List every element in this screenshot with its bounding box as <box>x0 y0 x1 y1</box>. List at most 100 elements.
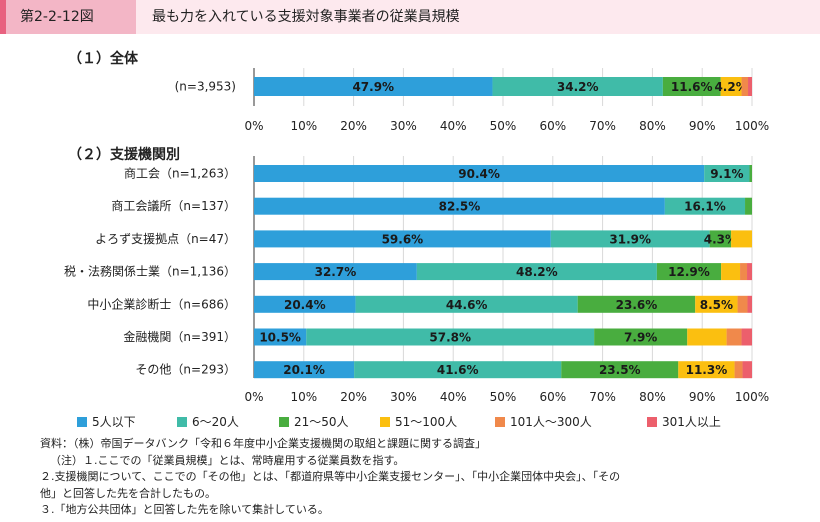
overall-tick-label: 70% <box>589 119 616 133</box>
overall-bar-segment <box>662 77 721 96</box>
legend-swatch <box>279 417 289 427</box>
overall-tick-label: 90% <box>689 119 716 133</box>
overall-data-label: 47.9% <box>352 80 394 94</box>
agency-data-label: 32.7% <box>315 265 357 279</box>
agency-bar-segment <box>747 295 752 313</box>
agency-data-label: 23.6% <box>616 298 658 312</box>
overall-tick-label: 30% <box>390 119 417 133</box>
legend-label: 5人以下 <box>92 415 136 429</box>
legend-swatch <box>77 417 87 427</box>
agency-bar-segment <box>254 197 665 215</box>
agency-data-label: 31.9% <box>609 232 651 246</box>
agency-tick-label: 90% <box>689 390 716 404</box>
section-title-overall: （１）全体 <box>68 51 138 67</box>
agency-data-label: 16.1% <box>684 200 726 214</box>
agency-bar-segment <box>254 361 355 379</box>
agency-bar-segment <box>687 328 727 346</box>
agency-bar-segment <box>704 165 750 182</box>
agency-bar-segment <box>737 295 748 313</box>
agency-bar-segment <box>709 230 732 248</box>
agency-category-label: 商工会（n=1,263） <box>124 166 236 181</box>
agency-bar-segment <box>745 197 752 215</box>
agency-data-label: 11.3% <box>686 363 728 377</box>
agency-data-label: 12.9% <box>668 265 710 279</box>
agency-tick-label: 0% <box>244 390 263 404</box>
agency-data-label: 48.2% <box>516 265 558 279</box>
agency-data-label: 90.4% <box>458 167 500 181</box>
overall-bar-segment <box>748 77 752 96</box>
agency-bar-segment <box>749 165 752 182</box>
agency-data-label: 4.3% <box>704 232 737 246</box>
agency-bar-segment <box>695 295 738 313</box>
agency-tick-label: 60% <box>539 390 566 404</box>
agency-bar-segment <box>740 263 748 281</box>
agency-tick-label: 80% <box>639 390 666 404</box>
agency-bar-segment <box>742 361 752 379</box>
agency-bar-segment <box>254 263 417 281</box>
agency-data-label: 20.1% <box>283 363 325 377</box>
agency-category-label: 商工会議所（n=137） <box>111 198 236 213</box>
agency-tick-label: 40% <box>440 390 467 404</box>
agency-data-label: 23.5% <box>599 363 641 377</box>
agency-bar-segment <box>561 361 679 379</box>
legend-label: 21～50人 <box>294 415 349 429</box>
overall-tick-label: 60% <box>539 119 566 133</box>
legend-label: 301人以上 <box>662 415 721 429</box>
note-source: 資料：（株）帝国データバンク「令和６年度中小企業支援機関の取組と課題に関する調査… <box>40 437 487 450</box>
agency-bar-segment <box>734 361 743 379</box>
legend-swatch <box>380 417 390 427</box>
overall-bar-segment <box>254 77 493 96</box>
agency-data-label: 57.8% <box>429 331 471 345</box>
agency-bar-segment <box>254 328 307 346</box>
agency-bar-segment <box>577 295 696 313</box>
overall-bar-segment <box>720 77 742 96</box>
agency-data-label: 41.6% <box>437 363 479 377</box>
agency-tick-label: 100% <box>735 390 769 404</box>
overall-data-label: 4.2% <box>714 80 747 94</box>
legend-swatch <box>495 417 505 427</box>
agency-data-label: 8.5% <box>700 298 733 312</box>
agency-data-label: 59.6% <box>382 232 424 246</box>
overall-data-label: 11.6% <box>671 80 713 94</box>
overall-tick-label: 0% <box>244 119 263 133</box>
agency-tick-label: 70% <box>589 390 616 404</box>
agency-bar-segment <box>747 263 752 281</box>
agency-category-label: 税・法務関係士業（n=1,136） <box>64 265 236 279</box>
agency-bar-segment <box>550 230 710 248</box>
agency-bar-segment <box>678 361 735 379</box>
notes: 資料：（株）帝国データバンク「令和６年度中小企業支援機関の取組と課題に関する調査… <box>40 436 620 519</box>
legend-label: 51～100人 <box>395 415 457 429</box>
agency-category-label: よろず支援拠点（n=47） <box>95 232 236 246</box>
overall-tick-label: 20% <box>340 119 367 133</box>
figure-title: 最も力を入れている支援対象事業者の従業員規模 <box>152 9 460 25</box>
agency-bar-segment <box>254 230 551 248</box>
agency-bar-segment <box>306 328 595 346</box>
agency-bar-segment <box>416 263 657 281</box>
note-2-cont: 他」と回答した先を合計したもの。 <box>40 486 216 500</box>
note-1: （注）１.ここでの「従業員規模」とは、常時雇用する従業員数を指す。 <box>50 453 405 467</box>
legend-swatch <box>647 417 657 427</box>
overall-tick-label: 10% <box>290 119 317 133</box>
note-2: ２.支援機関について、ここでの「その他」とは、「都道府県等中小企業支援センター」… <box>40 470 621 483</box>
overall-tick-label: 40% <box>440 119 467 133</box>
agency-bar-segment <box>254 295 356 313</box>
overall-tick-label: 50% <box>490 119 517 133</box>
agency-bar-segment <box>731 230 752 248</box>
agency-data-label: 9.1% <box>710 167 743 181</box>
agency-category-label: その他（n=293） <box>135 363 236 377</box>
overall-tick-label: 80% <box>639 119 666 133</box>
agency-bar-segment <box>355 295 578 313</box>
legend-swatch <box>177 417 187 427</box>
overall-data-label: 34.2% <box>557 80 599 94</box>
agency-bar-segment <box>656 263 722 281</box>
figure-header: 第2-2-12図 最も力を入れている支援対象事業者の従業員規模 <box>0 0 820 34</box>
legend-label: 6～20人 <box>192 415 239 429</box>
note-3: ３.「地方公共団体」と回答した先を除いて集計している。 <box>40 503 329 516</box>
agency-tick-label: 10% <box>290 390 317 404</box>
overall-tick-label: 100% <box>735 119 769 133</box>
agency-bar-segment <box>354 361 562 379</box>
agency-category-label: 金融機関（n=391） <box>123 329 236 344</box>
overall-category-label: (n=3,953) <box>175 80 236 94</box>
agency-data-label: 44.6% <box>446 298 488 312</box>
